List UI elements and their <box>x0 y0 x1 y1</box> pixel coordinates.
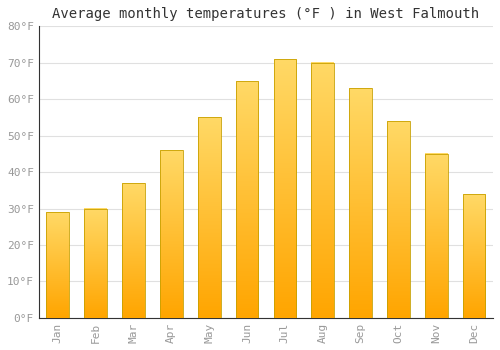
Bar <box>274 59 296 318</box>
Bar <box>236 81 258 318</box>
Bar <box>122 183 145 318</box>
Bar <box>84 209 107 318</box>
Bar <box>463 194 485 318</box>
Bar <box>46 212 69 318</box>
Bar <box>312 63 334 318</box>
Bar <box>387 121 410 318</box>
Bar <box>198 117 220 318</box>
Bar <box>349 88 372 318</box>
Title: Average monthly temperatures (°F ) in West Falmouth: Average monthly temperatures (°F ) in We… <box>52 7 480 21</box>
Bar <box>160 150 182 318</box>
Bar <box>425 154 448 318</box>
